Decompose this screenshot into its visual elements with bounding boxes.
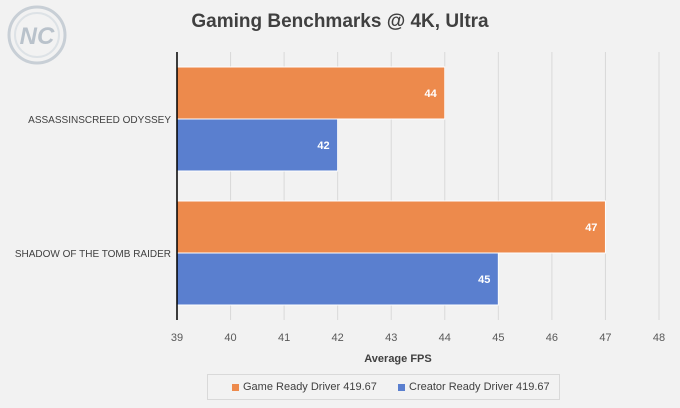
x-tick-label-39: 39 xyxy=(171,332,183,344)
x-tick-label-42: 42 xyxy=(332,332,344,344)
x-tick-label-48: 48 xyxy=(653,332,665,344)
chart-title: Gaming Benchmarks @ 4K, Ultra xyxy=(191,11,489,32)
bar-1-1 xyxy=(176,252,499,306)
bar-0-0 xyxy=(176,66,446,120)
x-tick-label-47: 47 xyxy=(599,332,611,344)
legend-item-game-ready: Game Ready Driver 419.67 xyxy=(232,381,377,393)
bar-0-1 xyxy=(176,200,606,254)
legend-swatch-creator-ready xyxy=(398,383,405,391)
category-label-0: ASSASSINSCREED ODYSSEY xyxy=(28,115,171,126)
data-label-1-0: 42 xyxy=(317,140,329,152)
bar-1-0 xyxy=(176,118,339,172)
legend-label-game-ready: Game Ready Driver 419.67 xyxy=(243,381,377,393)
category-label-1: SHADOW OF THE TOMB RAIDER xyxy=(15,249,171,260)
x-tick-label-40: 40 xyxy=(224,332,236,344)
logo-text: NC xyxy=(20,23,55,50)
x-tick-label-44: 44 xyxy=(439,332,451,344)
x-axis-label: Average FPS xyxy=(364,353,431,365)
data-label-1-1: 45 xyxy=(478,274,490,286)
legend: Game Ready Driver 419.67 Creator Ready D… xyxy=(207,374,560,400)
legend-label-creator-ready: Creator Ready Driver 419.67 xyxy=(409,381,550,393)
x-tick-label-43: 43 xyxy=(385,332,397,344)
legend-item-creator-ready: Creator Ready Driver 419.67 xyxy=(398,381,550,393)
data-label-0-0: 44 xyxy=(425,88,438,100)
x-tick-label-45: 45 xyxy=(492,332,504,344)
x-tick-label-46: 46 xyxy=(546,332,558,344)
x-tick-label-41: 41 xyxy=(278,332,290,344)
nc-logo: NC xyxy=(6,4,68,66)
data-label-0-1: 47 xyxy=(585,222,597,234)
legend-swatch-game-ready xyxy=(232,383,239,391)
